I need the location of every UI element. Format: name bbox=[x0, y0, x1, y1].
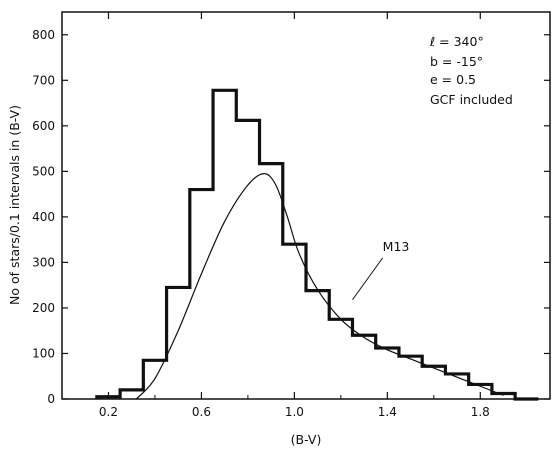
x-tick-label: 1.8 bbox=[471, 405, 490, 419]
param-gcf: GCF included bbox=[430, 92, 513, 107]
m13-curve bbox=[135, 173, 504, 400]
m13-leader-line bbox=[352, 257, 384, 301]
x-tick-label: 0.6 bbox=[192, 405, 211, 419]
param-l: ℓ = 340° bbox=[429, 34, 484, 49]
x-tick-label: 1.0 bbox=[285, 405, 304, 419]
y-tick-label: 500 bbox=[32, 164, 55, 178]
x-axis-ticks: 0.2 0.6 1.0 1.4 1.8 bbox=[99, 12, 490, 419]
x-axis-label: (B-V) bbox=[291, 432, 322, 447]
plot-frame bbox=[61, 11, 551, 400]
x-tick-label: 1.4 bbox=[378, 405, 397, 419]
y-tick-label: 600 bbox=[32, 119, 55, 133]
m13-label: M13 bbox=[383, 239, 410, 254]
parameter-box: ℓ = 340° b = -15° e = 0.5 GCF included bbox=[429, 34, 513, 107]
y-tick-label: 300 bbox=[32, 255, 55, 269]
x-tick-label: 0.2 bbox=[99, 405, 118, 419]
y-tick-label: 700 bbox=[32, 73, 55, 87]
y-axis-ticks: 0 100 200 300 400 500 600 700 800 bbox=[32, 28, 550, 406]
y-axis-label: No of stars/0.1 intervals in (B-V) bbox=[7, 105, 22, 305]
y-tick-label: 100 bbox=[32, 346, 55, 360]
y-tick-label: 400 bbox=[32, 210, 55, 224]
y-tick-label: 800 bbox=[32, 28, 55, 42]
y-tick-label: 200 bbox=[32, 301, 55, 315]
histogram-step-series bbox=[95, 88, 539, 401]
param-e: e = 0.5 bbox=[430, 72, 476, 87]
param-b: b = -15° bbox=[430, 54, 483, 69]
y-tick-label: 0 bbox=[47, 392, 55, 406]
